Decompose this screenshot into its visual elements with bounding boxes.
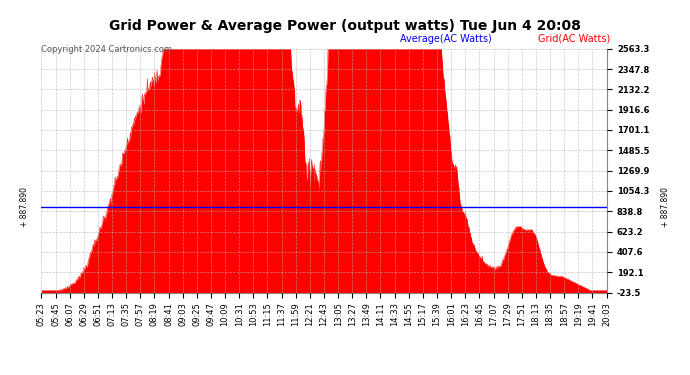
Text: Average(AC Watts): Average(AC Watts): [400, 34, 492, 44]
Text: Grid(AC Watts): Grid(AC Watts): [538, 34, 611, 44]
Text: Copyright 2024 Cartronics.com: Copyright 2024 Cartronics.com: [41, 45, 172, 54]
Text: Grid Power & Average Power (output watts) Tue Jun 4 20:08: Grid Power & Average Power (output watts…: [109, 19, 581, 33]
Text: + 887.890: + 887.890: [661, 187, 671, 226]
Text: + 887.890: + 887.890: [19, 187, 29, 226]
